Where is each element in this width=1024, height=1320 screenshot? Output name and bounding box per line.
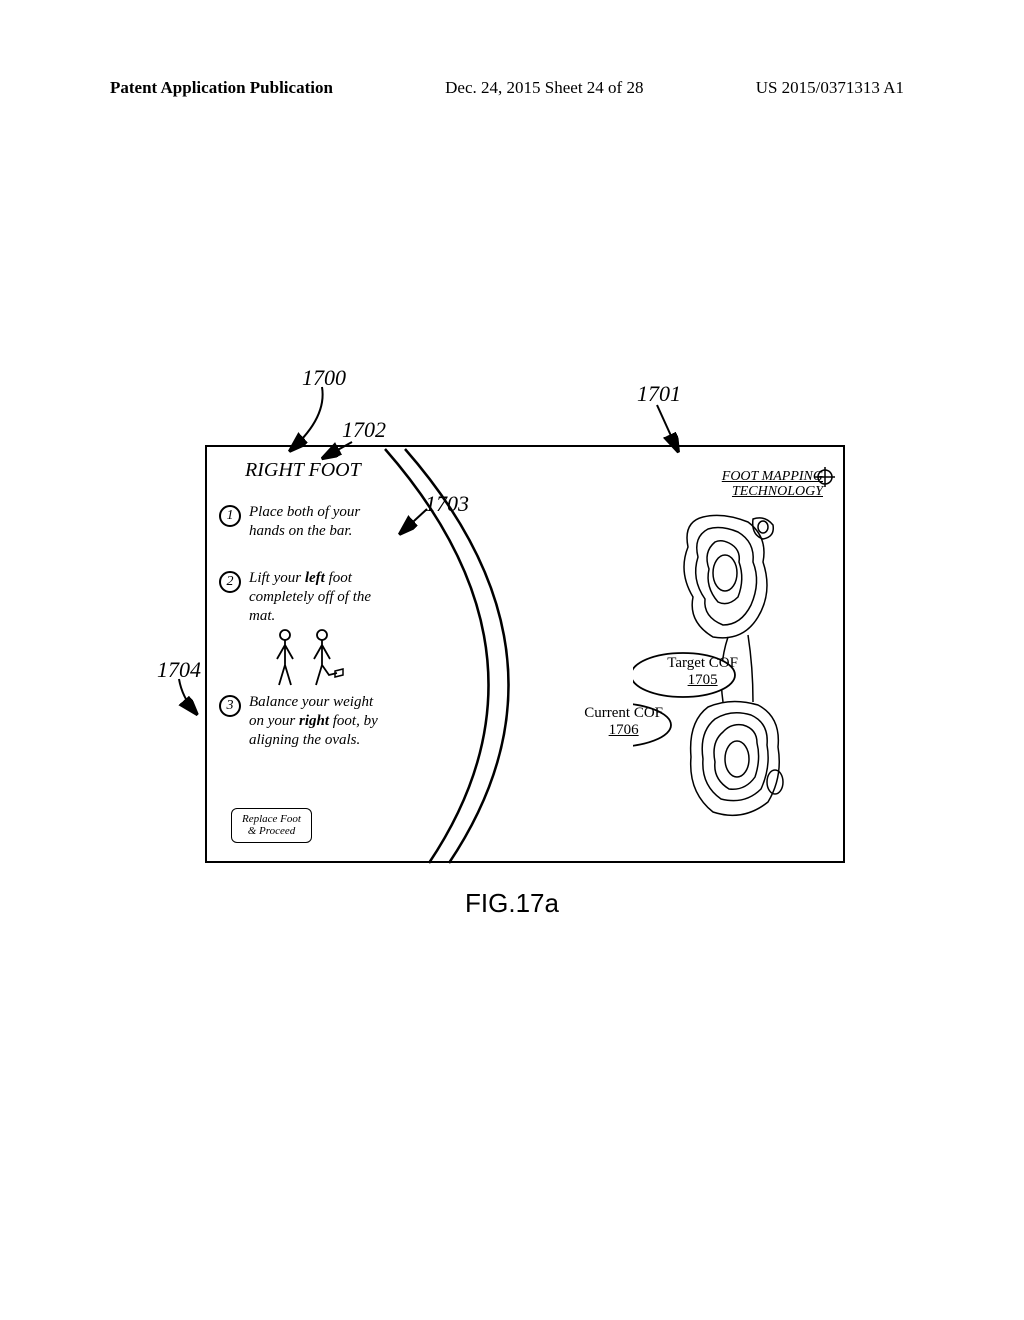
cof-current-text: Current COF xyxy=(584,705,663,722)
standing-figures-icon xyxy=(267,627,357,689)
header-right: US 2015/0371313 A1 xyxy=(756,78,904,98)
step-2-bold: left xyxy=(305,570,325,586)
step-3: 3 Balance your weight on your right foot… xyxy=(219,693,389,749)
tech-label-text: FOOT MAPPING TECHNOLOGY xyxy=(722,469,823,499)
main-diagram-panel: 1700 1701 1702 1703 1704 RIGHT FOOT FOOT… xyxy=(205,445,845,863)
tech-label: FOOT MAPPING TECHNOLOGY xyxy=(722,469,823,500)
proceed-button[interactable]: Replace Foot & Proceed xyxy=(231,808,312,843)
cof-target-label: Target COF 1705 xyxy=(667,655,738,690)
step-1-num: 1 xyxy=(219,505,241,527)
step-3-bold: right xyxy=(299,713,329,729)
cof-current-label: Current COF 1706 xyxy=(584,705,663,740)
panel-title: RIGHT FOOT xyxy=(245,459,361,482)
page-header: Patent Application Publication Dec. 24, … xyxy=(0,78,1024,98)
step-3-num: 3 xyxy=(219,695,241,717)
cof-target-text: Target COF xyxy=(667,655,738,672)
crosshair-icon xyxy=(815,467,835,487)
step-1: 1 Place both of your hands on the bar. xyxy=(219,503,389,541)
step-2: 2 Lift your left foot completely off of … xyxy=(219,569,389,625)
header-center: Dec. 24, 2015 Sheet 24 of 28 xyxy=(445,78,643,98)
figure-caption: FIG.17a xyxy=(0,888,1024,919)
cof-current-ref: 1706 xyxy=(584,722,663,739)
proceed-button-label: Replace Foot & Proceed xyxy=(242,813,301,838)
header-left: Patent Application Publication xyxy=(110,78,333,98)
step-3-text: Balance your weight on your right foot, … xyxy=(249,693,389,749)
step-2-text: Lift your left foot completely off of th… xyxy=(249,569,389,625)
step-2-pre: Lift your xyxy=(249,570,305,586)
step-1-text: Place both of your hands on the bar. xyxy=(249,503,389,541)
cof-target-ref: 1705 xyxy=(667,672,738,689)
step-2-num: 2 xyxy=(219,571,241,593)
